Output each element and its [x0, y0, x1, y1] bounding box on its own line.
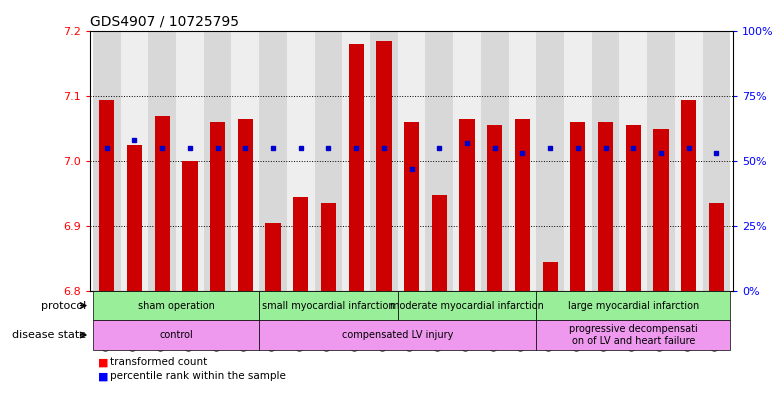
Bar — [349, 44, 364, 291]
Text: compensated LV injury: compensated LV injury — [342, 330, 453, 340]
Text: ■: ■ — [98, 371, 108, 381]
Text: small myocardial infarction: small myocardial infarction — [262, 301, 395, 310]
Bar — [127, 145, 142, 291]
Bar — [376, 41, 391, 291]
Bar — [238, 119, 253, 291]
Bar — [154, 116, 170, 291]
Bar — [99, 99, 114, 291]
Text: ■: ■ — [98, 357, 108, 367]
Bar — [453, 31, 481, 291]
Text: GDS4907 / 10725795: GDS4907 / 10725795 — [90, 15, 239, 29]
Bar — [404, 122, 419, 291]
Bar — [343, 31, 370, 291]
Bar — [314, 31, 343, 291]
Text: progressive decompensati
on of LV and heart failure: progressive decompensati on of LV and he… — [569, 324, 698, 346]
Text: protocol: protocol — [41, 301, 86, 310]
Bar — [681, 99, 696, 291]
Text: moderate myocardial infarction: moderate myocardial infarction — [390, 301, 544, 310]
Bar — [564, 31, 592, 291]
Bar — [210, 122, 225, 291]
Bar — [321, 203, 336, 291]
Bar — [702, 31, 730, 291]
Bar — [397, 31, 426, 291]
Bar — [293, 197, 308, 291]
Bar — [487, 125, 503, 291]
Text: percentile rank within the sample: percentile rank within the sample — [110, 371, 285, 381]
Bar — [176, 31, 204, 291]
Text: transformed count: transformed count — [110, 357, 207, 367]
Text: control: control — [159, 330, 193, 340]
Bar — [647, 31, 675, 291]
Bar — [432, 195, 447, 291]
Bar — [93, 31, 121, 291]
Bar — [570, 122, 586, 291]
Bar — [459, 119, 474, 291]
Bar — [653, 129, 669, 291]
Bar — [543, 262, 557, 291]
Bar — [266, 223, 281, 291]
Bar — [260, 31, 287, 291]
Text: large myocardial infarction: large myocardial infarction — [568, 301, 699, 310]
Bar — [183, 161, 198, 291]
Bar — [626, 125, 641, 291]
Bar — [598, 122, 613, 291]
Bar — [675, 31, 702, 291]
Bar — [481, 31, 509, 291]
Bar — [370, 31, 397, 291]
Bar — [709, 203, 724, 291]
Bar — [121, 31, 148, 291]
Bar — [204, 31, 231, 291]
Bar — [592, 31, 619, 291]
Bar — [426, 31, 453, 291]
Bar — [509, 31, 536, 291]
Bar — [536, 31, 564, 291]
Bar — [515, 119, 530, 291]
Bar — [231, 31, 260, 291]
Bar — [287, 31, 314, 291]
Text: disease state: disease state — [12, 330, 86, 340]
Bar — [619, 31, 647, 291]
Bar — [148, 31, 176, 291]
Text: sham operation: sham operation — [138, 301, 215, 310]
